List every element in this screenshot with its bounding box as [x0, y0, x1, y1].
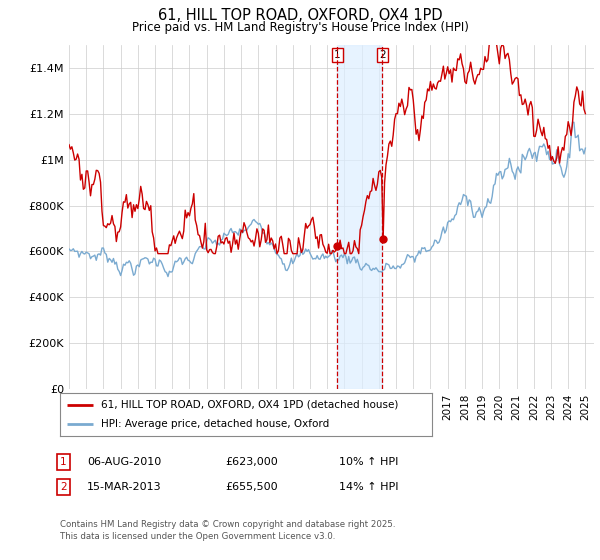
- Text: Price paid vs. HM Land Registry's House Price Index (HPI): Price paid vs. HM Land Registry's House …: [131, 21, 469, 34]
- Text: 61, HILL TOP ROAD, OXFORD, OX4 1PD (detached house): 61, HILL TOP ROAD, OXFORD, OX4 1PD (deta…: [101, 400, 398, 409]
- Text: 2: 2: [60, 482, 67, 492]
- Bar: [337, 45, 382, 389]
- Text: £623,000: £623,000: [225, 457, 278, 467]
- Text: HPI: Average price, detached house, Oxford: HPI: Average price, detached house, Oxfo…: [101, 419, 329, 429]
- Text: 06-AUG-2010: 06-AUG-2010: [87, 457, 161, 467]
- Text: 61, HILL TOP ROAD, OXFORD, OX4 1PD: 61, HILL TOP ROAD, OXFORD, OX4 1PD: [158, 8, 442, 24]
- Text: 1: 1: [334, 50, 341, 60]
- Text: 10% ↑ HPI: 10% ↑ HPI: [339, 457, 398, 467]
- Text: 15-MAR-2013: 15-MAR-2013: [87, 482, 161, 492]
- Text: 1: 1: [60, 457, 67, 467]
- Text: Contains HM Land Registry data © Crown copyright and database right 2025.
This d: Contains HM Land Registry data © Crown c…: [60, 520, 395, 541]
- Text: 14% ↑ HPI: 14% ↑ HPI: [339, 482, 398, 492]
- Text: £655,500: £655,500: [225, 482, 278, 492]
- Text: 2: 2: [379, 50, 386, 60]
